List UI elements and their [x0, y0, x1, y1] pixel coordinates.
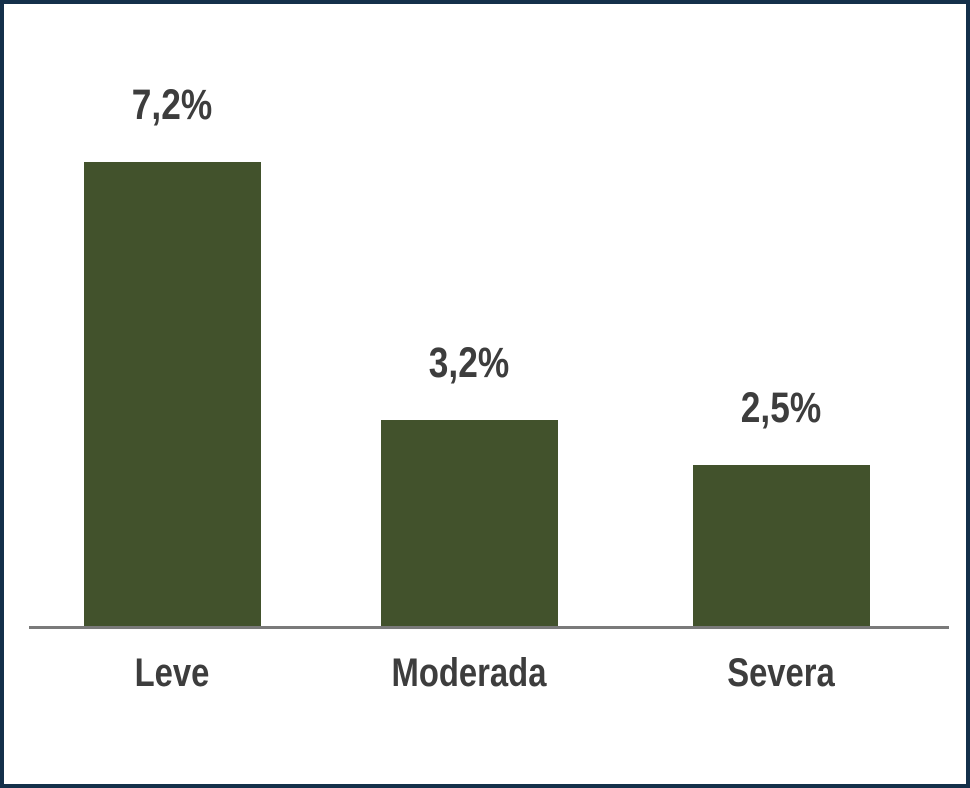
- bar-leve: [83, 161, 261, 626]
- category-label-moderada: Moderada: [391, 651, 547, 695]
- category-label-severa: Severa: [727, 651, 835, 695]
- value-label-moderada: 3,2%: [428, 338, 510, 387]
- category-label-leve: Leve: [134, 651, 210, 695]
- bar-chart-plot-area: 7,2% 3,2% 2,5% Leve Moderada Severa: [4, 4, 966, 784]
- value-label-leve: 7,2%: [131, 80, 213, 129]
- bar-moderada: [380, 419, 558, 626]
- value-label-severa: 2,5%: [740, 383, 822, 432]
- bar-severa: [692, 464, 870, 626]
- x-axis-line: [29, 626, 949, 629]
